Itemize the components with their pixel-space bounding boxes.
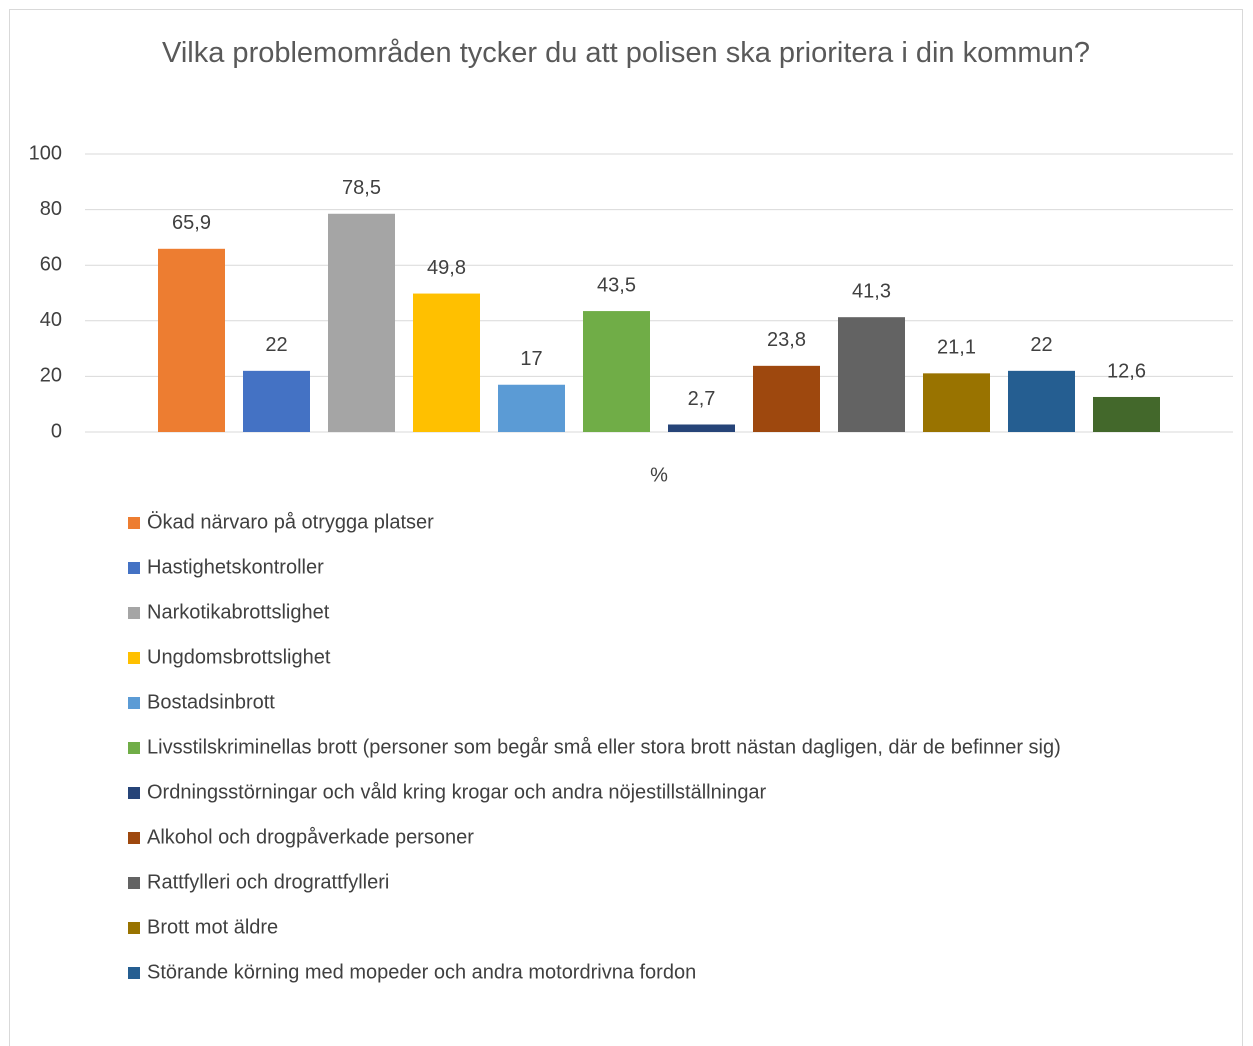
bar [413, 293, 480, 432]
data-label: 23,8 [767, 329, 806, 351]
legend-swatch [128, 517, 140, 529]
legend-swatch [128, 607, 140, 619]
legend-label: Störande körning med mopeder och andra m… [147, 961, 696, 983]
data-label: 17 [520, 348, 542, 370]
y-tick-label: 20 [40, 365, 62, 387]
bar [1093, 396, 1160, 432]
data-label: 2,7 [688, 388, 716, 410]
legend-swatch [128, 562, 140, 574]
legend-label: Alkohol och drogpåverkade personer [147, 826, 474, 848]
bar [668, 424, 735, 432]
bar [838, 317, 905, 432]
legend-label: Ungdomsbrottslighet [147, 646, 331, 668]
bar [1008, 370, 1075, 432]
data-label: 22 [1030, 334, 1052, 356]
legend-label: Ordningsstörningar och våld kring krogar… [147, 781, 767, 803]
y-tick-label: 80 [40, 198, 62, 220]
bar [923, 373, 990, 432]
y-tick-label: 100 [29, 142, 62, 164]
legend-swatch [128, 697, 140, 709]
data-label: 41,3 [852, 280, 891, 302]
x-tick-label: % [650, 464, 668, 486]
legend-swatch [128, 922, 140, 934]
bar [328, 213, 395, 432]
legend-swatch [128, 787, 140, 799]
bar [158, 248, 225, 432]
chart-title: Vilka problemområden tycker du att polis… [162, 37, 1090, 69]
legend-swatch [128, 877, 140, 889]
legend-label: Brott mot äldre [147, 916, 278, 938]
legend-label: Hastighetskontroller [147, 556, 324, 578]
y-tick-label: 60 [40, 253, 62, 275]
bar [243, 370, 310, 432]
legend-label: Rattfylleri och drograttfylleri [147, 871, 389, 893]
legend-label: Narkotikabrottslighet [147, 601, 330, 623]
data-label: 78,5 [342, 177, 381, 199]
legend-swatch [128, 742, 140, 754]
y-tick-label: 40 [40, 309, 62, 331]
bar [498, 384, 565, 432]
legend-swatch [128, 652, 140, 664]
data-label: 65,9 [172, 212, 211, 234]
bar [583, 311, 650, 432]
bar [753, 365, 820, 432]
legend-swatch [128, 832, 140, 844]
legend-label: Ökad närvaro på otrygga platser [147, 511, 434, 533]
data-label: 49,8 [427, 257, 466, 279]
legend-label: Livsstilskriminellas brott (personer som… [147, 736, 1061, 758]
data-label: 22 [265, 334, 287, 356]
y-tick-label: 0 [51, 420, 62, 442]
legend-swatch [128, 967, 140, 979]
chart-frame [9, 9, 1243, 1046]
legend-label: Bostadsinbrott [147, 691, 275, 713]
data-label: 21,1 [937, 337, 976, 359]
data-label: 43,5 [597, 274, 636, 296]
data-label: 12,6 [1107, 360, 1146, 382]
